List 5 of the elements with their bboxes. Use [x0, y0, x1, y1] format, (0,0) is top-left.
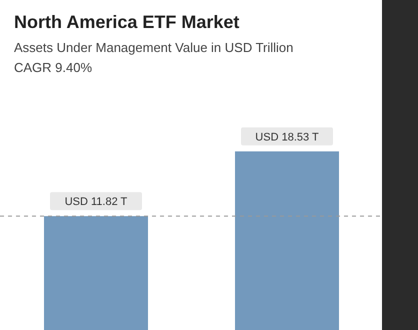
chart-title: North America ETF Market — [14, 12, 240, 33]
data-label: USD 18.53 T — [255, 131, 319, 144]
text: CAGR 9.40% — [14, 60, 92, 75]
chart-subtitle: Assets Under Management Value in USD Trillion — [14, 40, 294, 55]
data-label: USD 11.82 T — [64, 196, 128, 208]
